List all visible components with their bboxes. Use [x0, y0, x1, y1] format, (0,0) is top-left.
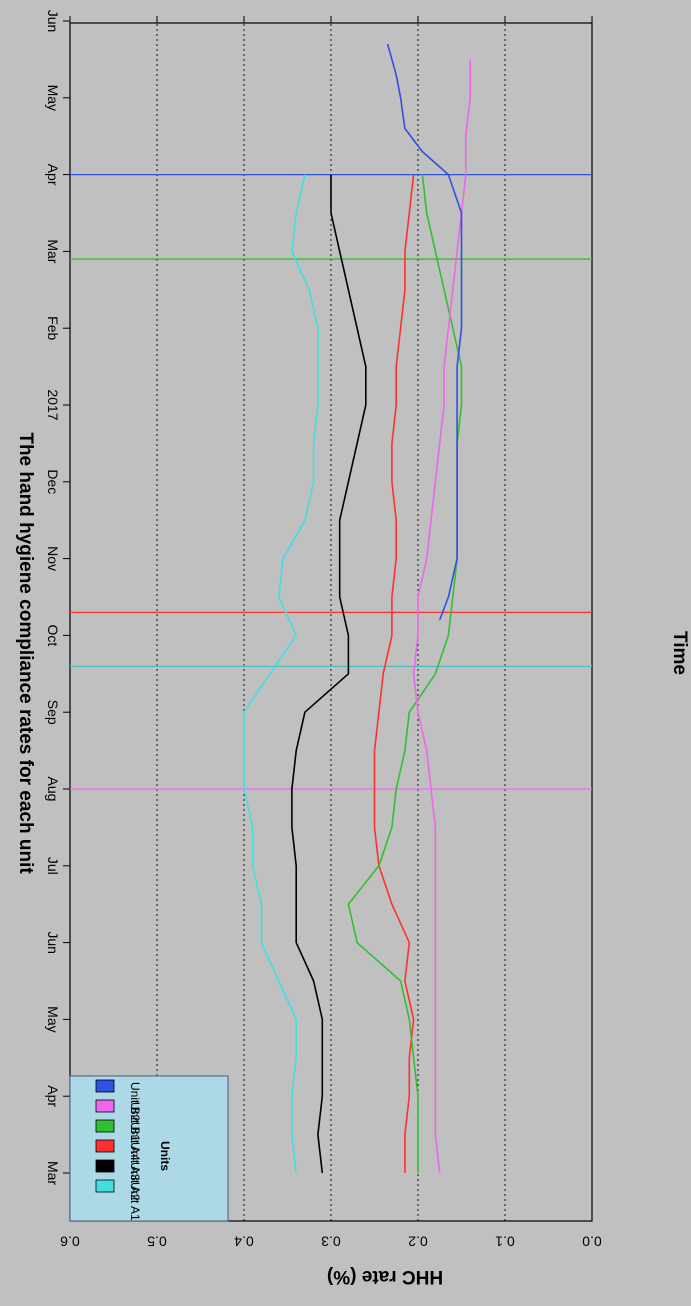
series-line: [373, 174, 415, 1173]
legend-label: Unit A4: [128, 1122, 142, 1161]
series-line: [243, 174, 319, 1174]
x-axis-ticks: Mar Apr May Jun Jul Aug Sep Oct Nov Dec 2017 Feb Mar…: [45, 10, 70, 1185]
legend-swatch: [95, 1119, 115, 1133]
y-tick-label: 0.4: [234, 1233, 254, 1249]
x-tick-label: Sep: [45, 700, 61, 725]
x-tick-label: 2017: [45, 389, 61, 420]
plot-area: [69, 22, 593, 1222]
x-tick-label: Nov: [45, 546, 61, 571]
y-axis-ticks: 0.0 0.1 0.2 0.3 0.4 0.5 0.6: [60, 16, 602, 1249]
x-tick-label: Apr: [45, 164, 61, 186]
legend-swatch: [95, 1139, 115, 1153]
legend-swatch: [95, 1099, 115, 1113]
x-tick-label: Aug: [45, 777, 61, 802]
y-tick-label: 0.1: [495, 1233, 515, 1249]
legend-label: Unit A1: [128, 1182, 142, 1221]
series-line: [412, 59, 471, 1174]
legend-swatch: [95, 1179, 115, 1193]
legend-label: Unit B2: [128, 1082, 142, 1122]
legend-label: Unit A2: [128, 1162, 142, 1201]
x-tick-label: Jul: [45, 857, 61, 875]
series-line: [291, 174, 367, 1174]
y-tick-label: 0.5: [147, 1233, 167, 1249]
legend-title: Units: [158, 1141, 172, 1171]
x-tick-label: Oct: [45, 625, 61, 647]
x-tick-label: Dec: [45, 469, 61, 494]
x-tick-label: Feb: [45, 316, 61, 340]
legend-label: Unit B1: [128, 1102, 142, 1142]
y-tick-label: 0.2: [408, 1233, 428, 1249]
series-line: [347, 174, 463, 1173]
legend-swatch: [95, 1159, 115, 1173]
x-axis-title: Time: [669, 631, 690, 675]
legend-swatch: [95, 1079, 115, 1093]
chart-title: The hand hygiene compliance rates for ea…: [15, 432, 36, 874]
y-tick-label: 0.6: [60, 1233, 80, 1249]
x-tick-label: Mar: [45, 1161, 61, 1185]
x-tick-label: Apr: [45, 1085, 61, 1107]
y-tick-label: 0.0: [582, 1233, 602, 1249]
x-tick-label: Mar: [45, 239, 61, 263]
series-lines: [243, 43, 471, 1174]
series-line: [386, 43, 463, 621]
legend-box: [69, 1075, 229, 1222]
x-tick-label: May: [45, 1006, 61, 1032]
x-tick-label: May: [45, 85, 61, 111]
legend-label: Unit A3: [128, 1142, 142, 1181]
x-tick-label: Jun: [45, 931, 61, 954]
x-tick-label: Jun: [45, 10, 61, 33]
y-tick-label: 0.3: [321, 1233, 341, 1249]
y-axis-title: HHC rate (%): [327, 1266, 443, 1287]
